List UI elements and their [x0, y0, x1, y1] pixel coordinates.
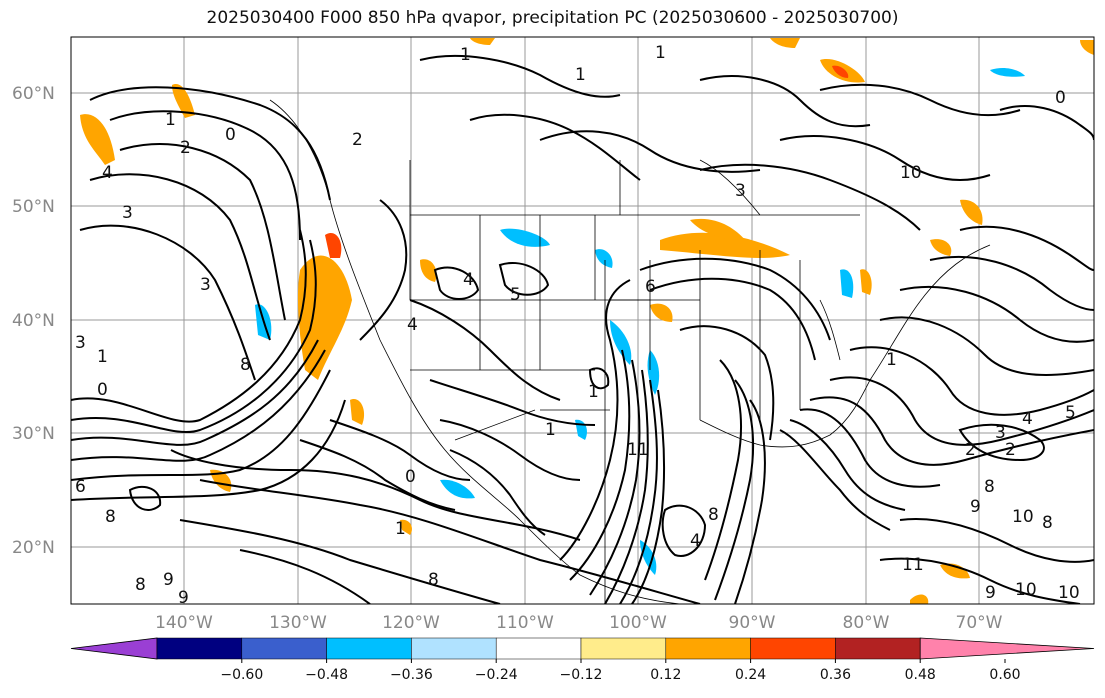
- contour-label: 8: [135, 575, 146, 595]
- contour-label: 9: [985, 583, 996, 603]
- contour-label: 4: [690, 531, 701, 551]
- lat-label: 20°N: [12, 538, 55, 558]
- contour-label: 6: [645, 277, 656, 297]
- contour-label: 4: [102, 163, 113, 183]
- contour-label: 8: [105, 507, 116, 527]
- contour-label: 6: [75, 477, 86, 497]
- contour-label: 2: [180, 138, 191, 158]
- contour-label: 0: [1055, 88, 1066, 108]
- lat-label: 50°N: [12, 197, 55, 217]
- contour-label: 8: [428, 570, 439, 590]
- contour-label: 3: [735, 181, 746, 201]
- map-title: 2025030400 F000 850 hPa qvapor, precipit…: [206, 8, 899, 28]
- lat-label: 40°N: [12, 311, 55, 331]
- contour-label: 10: [1015, 580, 1037, 600]
- lon-label: 130°W: [269, 613, 327, 633]
- colorbar-bin: [665, 637, 751, 660]
- contour-label: 4: [463, 270, 474, 290]
- colorbar-bin: [835, 637, 921, 660]
- lon-label: 100°W: [609, 613, 667, 633]
- contour-label: 0: [97, 380, 108, 400]
- colorbar-tick-label: −0.36: [390, 667, 433, 683]
- colorbar-extend-high: [919, 637, 1095, 660]
- colorbar: −0.60 −0.48 −0.36 −0.24 −0.12 0.12 0.24 0.36 0.4…: [70, 637, 1095, 683]
- qvapor-contours: [71, 55, 1094, 604]
- lon-label: 140°W: [155, 613, 213, 633]
- contour-label: 3: [995, 423, 1006, 443]
- contour-label: 2: [1005, 440, 1016, 460]
- contour-label: 3: [200, 275, 211, 295]
- latitude-labels: 60°N 50°N 40°N 30°N 20°N: [12, 84, 55, 558]
- contour-label: 1: [655, 43, 666, 63]
- colorbar-tick-label: 0.12: [650, 667, 681, 683]
- contour-label: 8: [240, 355, 251, 375]
- lon-label: 120°W: [382, 613, 440, 633]
- contour-label: 5: [510, 285, 521, 305]
- contour-labels: 1 1 1 1 0 2 2 3 3 4 4 3 5 4 6 8 0 1 6 8 …: [75, 43, 1080, 608]
- contour-label: 0: [405, 467, 416, 487]
- contour-label: 10: [1012, 507, 1034, 527]
- colorbar-tick-label: 0.36: [820, 667, 851, 683]
- coastlines-borders: [269, 99, 991, 604]
- colorbar-bin: [326, 637, 412, 660]
- contour-label: 4: [407, 315, 418, 335]
- contour-label: 2: [965, 440, 976, 460]
- contour-label: 3: [122, 203, 133, 223]
- colorbar-bin: [750, 637, 836, 660]
- colorbar-tick-label: 0.24: [735, 667, 766, 683]
- colorbar-tick-label: 0.60: [989, 667, 1020, 683]
- contour-label: 8: [1042, 513, 1053, 533]
- contour-label: 8: [708, 505, 719, 525]
- contour-label: 0: [225, 125, 236, 145]
- colorbar-tick-label: 0.48: [905, 667, 936, 683]
- contour-label: 1: [575, 65, 586, 85]
- contour-label: 1: [97, 347, 108, 367]
- colorbar-tick-label: −0.48: [305, 667, 348, 683]
- contour-label: 11: [627, 440, 649, 460]
- contour-label: 8: [984, 477, 995, 497]
- colorbar-bin: [156, 637, 243, 660]
- contour-label: 9: [178, 588, 189, 608]
- contour-label: 1: [588, 382, 599, 402]
- contour-label: 4: [1022, 409, 1033, 429]
- colorbar-bin: [241, 637, 327, 660]
- longitude-labels: 140°W 130°W 120°W 110°W 100°W 90°W 80°W …: [155, 613, 1003, 633]
- contour-label: 1: [545, 420, 556, 440]
- contour-label: 1: [395, 519, 406, 539]
- contour-label: 1: [886, 350, 897, 370]
- contour-label: 11: [902, 555, 924, 575]
- colorbar-tick-label: −0.12: [560, 667, 603, 683]
- colorbar-bin: [411, 637, 497, 660]
- contour-label: 10: [1058, 583, 1080, 603]
- colorbar-tick-label: −0.24: [475, 667, 518, 683]
- contour-label: 1: [460, 45, 471, 65]
- contour-label: 10: [900, 163, 922, 183]
- colorbar-bin: [495, 637, 582, 660]
- lon-label: 110°W: [496, 613, 554, 633]
- lat-label: 30°N: [12, 424, 55, 444]
- map-frame: [70, 36, 1095, 605]
- colorbar-bin: [580, 637, 667, 660]
- contour-label: 9: [970, 497, 981, 517]
- colorbar-tick-label: −0.60: [220, 667, 263, 683]
- contour-label: 1: [165, 110, 176, 130]
- lon-label: 80°W: [843, 613, 890, 633]
- contour-label: 9: [163, 570, 174, 590]
- lon-label: 90°W: [729, 613, 776, 633]
- contour-label: 5: [1065, 403, 1076, 423]
- colorbar-extend-low: [70, 637, 158, 660]
- contour-label: 2: [352, 130, 363, 150]
- lat-label: 60°N: [12, 84, 55, 104]
- lon-label: 70°W: [956, 613, 1003, 633]
- contour-label: 3: [75, 333, 86, 353]
